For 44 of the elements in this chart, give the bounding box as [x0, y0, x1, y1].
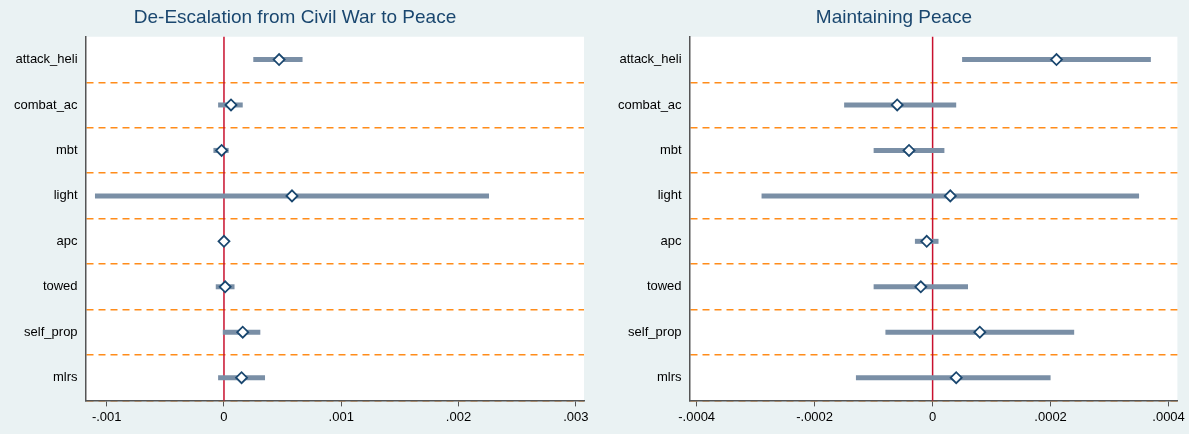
point — [890, 98, 904, 112]
x-tick-label: -.0004 — [678, 408, 716, 424]
point — [217, 234, 231, 248]
y-tick-label: mbt — [55, 142, 78, 157]
point — [235, 371, 248, 385]
x-tick-label: .003 — [563, 408, 589, 424]
x-tick-label: 0 — [220, 408, 228, 424]
y-tick-label: combat_ac — [14, 96, 79, 112]
y-tick-label: light — [657, 187, 682, 203]
y-tick-label: combat_ac — [618, 96, 683, 112]
point — [902, 144, 916, 157]
x-tick-label: .001 — [328, 408, 354, 424]
point — [943, 189, 957, 203]
point — [285, 189, 299, 203]
point — [949, 371, 963, 385]
point — [920, 234, 934, 248]
point — [236, 325, 250, 339]
chart-title: Maintaining Peace — [815, 5, 973, 27]
x-tick-label: .002 — [445, 408, 472, 424]
y-tick-label: mlrs — [657, 369, 683, 385]
y-tick-label: mbt — [659, 142, 682, 157]
x-tick-label: 0 — [928, 408, 937, 424]
point — [272, 53, 286, 66]
point — [973, 325, 987, 339]
y-tick-label: self_prop — [24, 323, 78, 339]
y-tick-label: mlrs — [53, 369, 79, 385]
y-tick-label: light — [53, 187, 78, 203]
x-tick-label: -.0002 — [796, 408, 834, 424]
y-tick-label: attack_heli — [15, 51, 78, 67]
y-tick-label: apc — [56, 232, 79, 248]
point — [914, 280, 928, 294]
point — [215, 144, 229, 157]
y-tick-label: towed — [646, 278, 682, 294]
chart-title: De-Escalation from Civil War to Peace — [133, 5, 457, 27]
y-tick-label: apc — [660, 232, 683, 248]
y-tick-label: attack_heli — [619, 51, 682, 67]
x-tick-label: -.001 — [91, 408, 122, 424]
y-tick-label: self_prop — [628, 323, 682, 339]
x-tick-label: .0004 — [1152, 408, 1185, 424]
point — [218, 280, 232, 294]
y-tick-label: towed — [42, 278, 78, 294]
point — [224, 98, 238, 112]
point — [1050, 53, 1063, 66]
x-tick-label: .0002 — [1034, 408, 1067, 424]
